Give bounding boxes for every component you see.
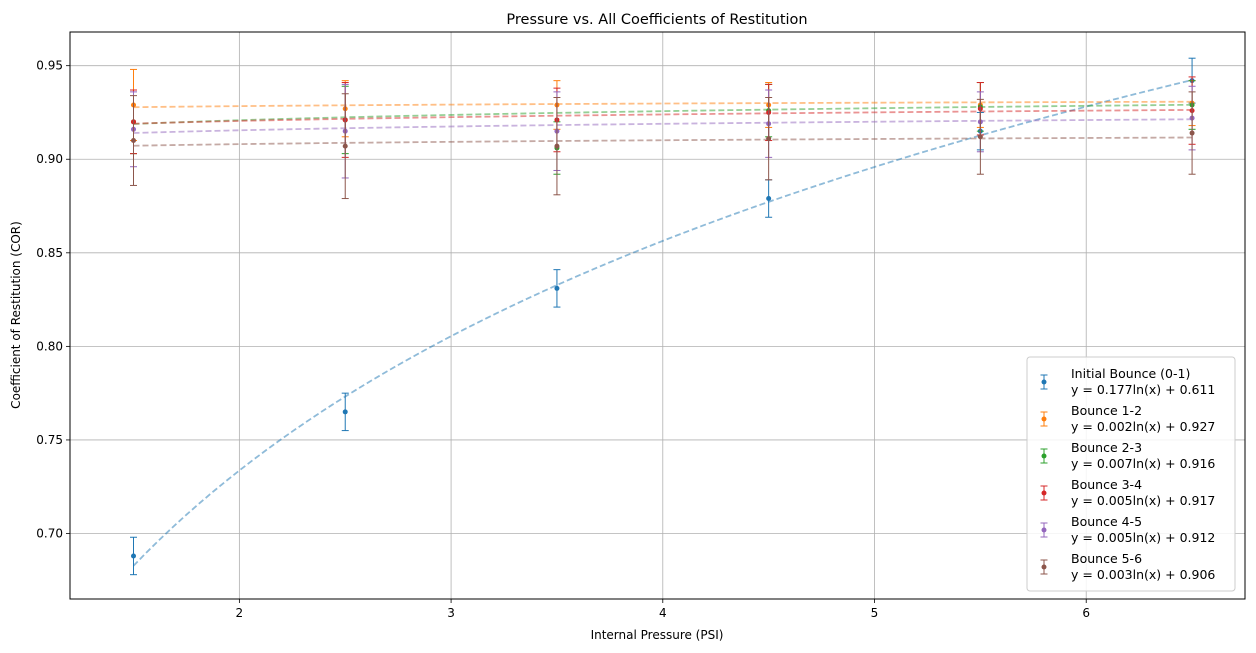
- legend-marker: [1041, 453, 1047, 459]
- data-point: [1188, 91, 1196, 175]
- legend-series-name: Bounce 1-2: [1071, 403, 1142, 418]
- legend-entry: Bounce 2-3y = 0.007ln(x) + 0.916: [1040, 440, 1215, 471]
- y-tick-label: 0.75: [36, 433, 63, 447]
- x-tick-label: 2: [236, 606, 244, 620]
- legend-box: [1026, 356, 1236, 592]
- fit-line: [132, 79, 1193, 567]
- legend-series-name: Bounce 3-4: [1071, 477, 1142, 492]
- marker: [766, 136, 772, 142]
- x-tick-label: 6: [1082, 606, 1090, 620]
- marker: [1189, 130, 1195, 136]
- x-tick-label: 3: [447, 606, 455, 620]
- legend-series-name: Bounce 2-3: [1071, 440, 1142, 455]
- marker: [131, 138, 137, 144]
- legend-marker: [1041, 490, 1047, 496]
- legend: Initial Bounce (0-1)y = 0.177ln(x) + 0.6…: [1026, 356, 1236, 592]
- data-point: [130, 95, 138, 186]
- legend-entry: Bounce 3-4y = 0.005ln(x) + 0.917: [1040, 477, 1215, 508]
- x-axis-label: Internal Pressure (PSI): [591, 628, 724, 642]
- data-point: [976, 98, 984, 175]
- data-point: [765, 96, 773, 181]
- legend-marker: [1041, 527, 1047, 533]
- data-point: [341, 93, 349, 200]
- legend-marker: [1041, 564, 1047, 570]
- marker: [342, 143, 348, 149]
- y-tick-label: 0.80: [36, 339, 63, 353]
- y-axis-label: Coefficient of Restitution (COR): [9, 221, 23, 409]
- marker: [766, 196, 772, 202]
- legend-series-equation: y = 0.177ln(x) + 0.611: [1071, 382, 1215, 397]
- legend-entry: Initial Bounce (0-1)y = 0.177ln(x) + 0.6…: [1040, 366, 1215, 397]
- x-tick-label: 5: [871, 606, 879, 620]
- marker: [342, 409, 348, 415]
- x-tick-label: 4: [659, 606, 667, 620]
- marker: [131, 553, 137, 559]
- fit-line: [133, 100, 1193, 109]
- legend-series-name: Initial Bounce (0-1): [1071, 366, 1190, 381]
- data-points: [130, 57, 1196, 576]
- data-point: [765, 179, 773, 218]
- legend-entry: Bounce 5-6y = 0.003ln(x) + 0.906: [1040, 551, 1215, 582]
- legend-series-equation: y = 0.005ln(x) + 0.917: [1071, 493, 1215, 508]
- fit-line: [133, 109, 1193, 125]
- marker: [554, 285, 560, 291]
- legend-series-equation: y = 0.007ln(x) + 0.916: [1071, 456, 1215, 471]
- y-tick-label: 0.90: [36, 152, 63, 166]
- marker: [977, 134, 983, 140]
- legend-series-equation: y = 0.003ln(x) + 0.906: [1071, 567, 1215, 582]
- data-point: [553, 96, 561, 196]
- legend-marker: [1041, 379, 1047, 385]
- marker: [554, 143, 560, 149]
- data-point: [553, 269, 561, 308]
- legend-series-name: Bounce 4-5: [1071, 514, 1142, 529]
- y-tick-label: 0.70: [36, 527, 63, 541]
- fit-line: [133, 136, 1193, 147]
- y-tick-label: 0.95: [36, 59, 63, 73]
- data-point: [130, 536, 138, 576]
- legend-series-equation: y = 0.005ln(x) + 0.912: [1071, 530, 1215, 545]
- y-tick-label: 0.85: [36, 246, 63, 260]
- legend-marker: [1041, 416, 1047, 422]
- fit-lines: [132, 79, 1193, 567]
- chart-title: Pressure vs. All Coefficients of Restitu…: [506, 12, 807, 28]
- data-point: [341, 392, 349, 432]
- legend-series-name: Bounce 5-6: [1071, 551, 1142, 566]
- fit-line: [133, 103, 1193, 125]
- plot-frame: [69, 31, 1246, 600]
- legend-entry: Bounce 1-2y = 0.002ln(x) + 0.927: [1040, 403, 1215, 434]
- legend-series-equation: y = 0.002ln(x) + 0.927: [1071, 419, 1215, 434]
- grid: [70, 32, 1245, 599]
- legend-entry: Bounce 4-5y = 0.005ln(x) + 0.912: [1040, 514, 1215, 545]
- axis-ticks: 2 3 4 5 6 0.70 0.75 0.80 0.85 0.90 0.95: [36, 59, 1090, 620]
- fit-line: [133, 118, 1193, 134]
